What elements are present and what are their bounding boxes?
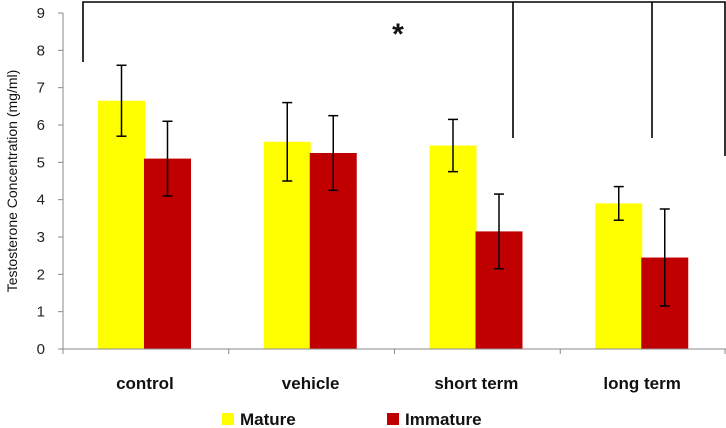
y-tick-label: 8 [37,42,45,59]
x-category-label: vehicle [282,374,340,393]
bar-mature-3 [595,203,643,349]
bars [98,100,689,349]
y-tick-label: 7 [37,80,45,97]
y-tick-label: 3 [37,229,45,246]
legend: Mature Immature [222,410,482,428]
x-category-label: short term [434,374,518,393]
significance-bracket-outer [82,1,726,156]
bar-mature-0 [98,100,145,349]
x-category-label: control [116,374,174,393]
y-tick-label: 2 [37,266,45,283]
legend-label-immature: Immature [405,410,482,428]
y-axis-ticks: 0 1 2 3 4 5 6 7 8 9 [37,5,63,358]
legend-label-mature: Mature [240,410,296,428]
y-axis-title: Testosterone Concentration (mg/ml) [4,70,20,293]
y-tick-label: 5 [37,154,45,171]
y-tick-label: 1 [37,304,45,321]
error-bars [116,64,670,307]
axes: Testosterone Concentration (mg/ml) contro… [4,13,726,393]
y-tick-label: 9 [37,5,45,22]
y-tick-label: 0 [37,341,45,358]
significance-star: * [392,18,404,51]
bar-mature-2 [429,145,477,349]
y-tick-label: 6 [37,117,45,134]
y-tick-label: 4 [37,192,45,209]
legend-swatch-mature [222,413,234,425]
x-category-label: long term [603,374,680,393]
significance-brackets: * [82,1,726,156]
legend-swatch-immature [387,413,399,425]
